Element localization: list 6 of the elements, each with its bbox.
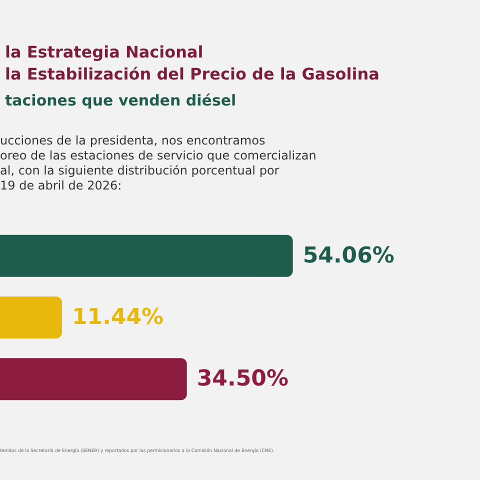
chart-subtitle: taciones que venden diésel bbox=[5, 92, 236, 110]
data-label: 34.50% bbox=[196, 366, 289, 392]
data-label: 54.06% bbox=[302, 243, 394, 268]
chart-title: la Estrategia Nacional la Estabilización del Precio de la Gasolina bbox=[5, 42, 380, 84]
text: ucciones de la presidenta, nos encontramos oreo de las estaciones de servicio que comercializan al, con la siguiente distribución porcentual por 19 de abril de 2026: bbox=[0, 134, 316, 192]
data-label: 11.44% bbox=[72, 305, 164, 330]
